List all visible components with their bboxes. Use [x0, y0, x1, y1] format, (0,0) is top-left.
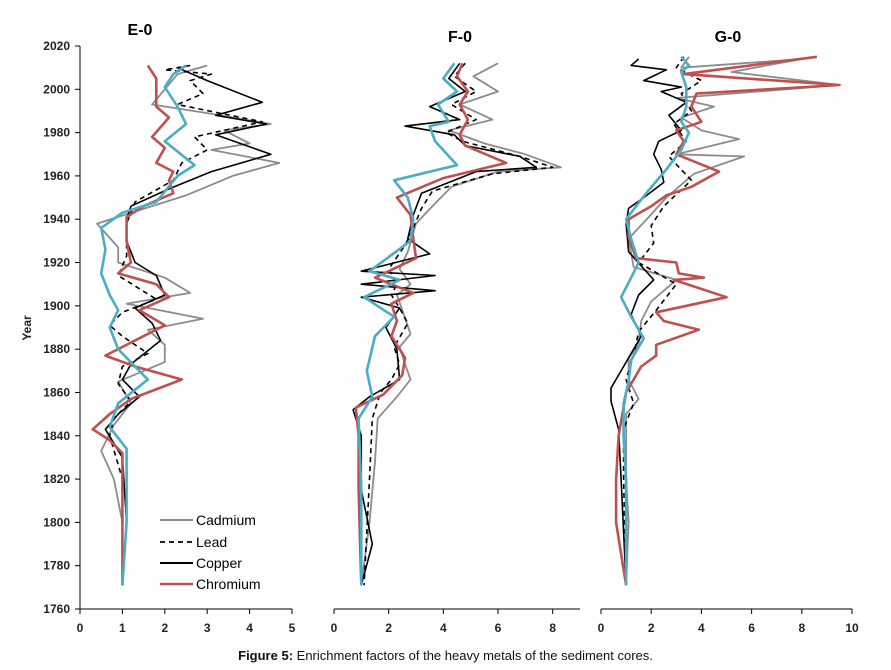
x-tick-label-1: 1	[119, 621, 126, 635]
series-line-cadmium	[625, 56, 841, 586]
series-line-copper	[104, 66, 272, 586]
series-line-unlabelled-4	[357, 62, 459, 586]
x-tick-label-8: 8	[549, 621, 556, 635]
legend: Cadmium Lead Copper Chromium	[160, 512, 261, 592]
y-tick-label-1800: 1800	[43, 515, 70, 529]
y-tick-label-1760: 1760	[43, 602, 70, 616]
x-tick-label-6: 6	[748, 621, 755, 635]
legend-label-cadmium: Cadmium	[196, 512, 256, 528]
series-line-unlabelled-4	[99, 64, 196, 586]
panel-title: E-0	[128, 22, 153, 39]
x-tick-label-10: 10	[845, 621, 859, 635]
series-line-cadmium	[96, 64, 281, 586]
x-tick-label-5: 5	[289, 621, 296, 635]
x-tick-label-3: 3	[204, 621, 211, 635]
caption-text: Enrichment factors of the heavy metals o…	[293, 648, 653, 663]
panel-title: F-0	[448, 29, 472, 46]
y-tick-label-2020: 2020	[43, 39, 70, 53]
y-tick-label-1840: 1840	[43, 429, 70, 443]
panel-e0: E-0 0 1 2 3 4 5	[77, 22, 296, 635]
x-tick-label-4: 4	[246, 621, 253, 635]
series-line-lead	[108, 64, 264, 586]
series-line-cadmium	[360, 62, 562, 586]
x-tick-label-2: 2	[385, 621, 392, 635]
legend-label-lead: Lead	[196, 534, 227, 550]
x-tick-label-8: 8	[798, 621, 805, 635]
y-tick-label-1960: 1960	[43, 169, 70, 183]
x-tick-label-2: 2	[648, 621, 655, 635]
y-axis: 1760 1780 1800 1820 1840 1860 1880 1900 1920 1940…	[43, 39, 81, 616]
panel-f0: F-0 0 2 4 6 8	[331, 29, 580, 635]
legend-label-copper: Copper	[196, 555, 242, 571]
figure-caption: Figure 5: Enrichment factors of the heav…	[0, 648, 891, 663]
y-tick-label-1880: 1880	[43, 342, 70, 356]
legend-label-chromium: Chromium	[196, 576, 261, 592]
series-line-chromium	[354, 62, 508, 586]
series-line-copper	[610, 58, 688, 586]
x-tick-label-4: 4	[698, 621, 705, 635]
y-tick-label-1780: 1780	[43, 559, 70, 573]
y-tick-label-1900: 1900	[43, 299, 70, 313]
panel-title: G-0	[715, 29, 742, 46]
series-line-unlabelled-4	[619, 55, 691, 586]
x-tick-label-0: 0	[331, 621, 338, 635]
y-tick-label-2000: 2000	[43, 82, 70, 96]
panel-g0: G-0 0 2 4 6 8 10	[598, 29, 859, 635]
x-tick-label-2: 2	[161, 621, 168, 635]
y-tick-label-1940: 1940	[43, 212, 70, 226]
x-tick-label-4: 4	[440, 621, 447, 635]
series-line-lead	[363, 62, 554, 586]
x-tick-label-6: 6	[495, 621, 502, 635]
y-tick-label-1820: 1820	[43, 472, 70, 486]
y-tick-label-1920: 1920	[43, 256, 70, 270]
series-line-chromium	[614, 55, 841, 586]
caption-prefix: Figure 5:	[238, 648, 294, 663]
y-tick-label-1860: 1860	[43, 385, 70, 399]
y-axis-title: Year	[20, 315, 34, 341]
y-tick-label-1980: 1980	[43, 126, 70, 140]
x-tick-label-0: 0	[77, 621, 84, 635]
x-tick-label-0: 0	[598, 621, 605, 635]
series-line-copper	[352, 62, 538, 586]
series-line-chromium	[91, 64, 184, 586]
